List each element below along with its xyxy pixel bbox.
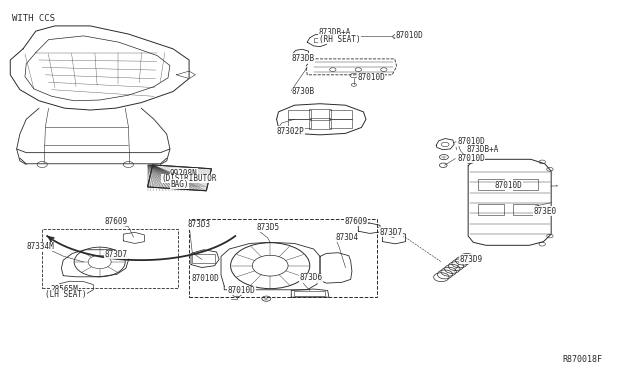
Text: 873D9: 873D9 [460, 254, 483, 263]
Text: 87010D: 87010D [458, 154, 485, 163]
Text: 8730B: 8730B [292, 87, 315, 96]
Text: 873D7: 873D7 [104, 250, 127, 259]
Polygon shape [148, 165, 211, 191]
Bar [308, 121, 332, 129]
Bar [294, 291, 325, 296]
Text: 87609: 87609 [344, 217, 367, 226]
Text: R870018F: R870018F [563, 355, 603, 364]
Text: 87010D: 87010D [495, 181, 523, 190]
Text: WITH CCS: WITH CCS [12, 14, 55, 23]
Text: 87609: 87609 [104, 217, 127, 226]
Bar [513, 179, 538, 190]
Text: 87010D: 87010D [191, 274, 219, 283]
Bar [308, 109, 332, 118]
Text: 87302P: 87302P [276, 126, 305, 136]
Text: (LH SEAT): (LH SEAT) [45, 290, 87, 299]
Text: (DISTRIBUTOR: (DISTRIBUTOR [162, 174, 217, 183]
Text: 87010D: 87010D [458, 137, 485, 146]
Bar [478, 179, 504, 190]
Bar [42, 229, 177, 288]
Text: 99208N: 99208N [170, 169, 198, 177]
Bar [329, 119, 352, 128]
Text: 873D5: 873D5 [256, 223, 279, 232]
Text: 873DB+A: 873DB+A [467, 145, 499, 154]
Bar [329, 110, 352, 119]
Text: (RH SEAT): (RH SEAT) [319, 35, 360, 44]
Text: 28565M: 28565M [51, 285, 78, 294]
Text: 873D7: 873D7 [380, 228, 403, 237]
Text: 87010D: 87010D [227, 286, 255, 295]
Text: 873E0: 873E0 [533, 207, 556, 216]
Bar [189, 219, 378, 297]
Bar [513, 204, 538, 215]
Text: BAG): BAG) [170, 180, 188, 189]
Bar [192, 254, 214, 263]
Text: 873D6: 873D6 [300, 273, 323, 282]
Text: 87010D: 87010D [396, 31, 423, 40]
Bar [288, 119, 311, 128]
Bar [478, 204, 504, 215]
Text: 87010D: 87010D [357, 73, 385, 82]
Text: 873D3: 873D3 [188, 221, 211, 230]
Bar [288, 110, 311, 119]
Text: 873DB: 873DB [291, 54, 314, 62]
Text: 87334M: 87334M [26, 242, 54, 251]
Text: 873D4: 873D4 [335, 232, 358, 242]
Text: 873DB+A: 873DB+A [319, 28, 351, 38]
